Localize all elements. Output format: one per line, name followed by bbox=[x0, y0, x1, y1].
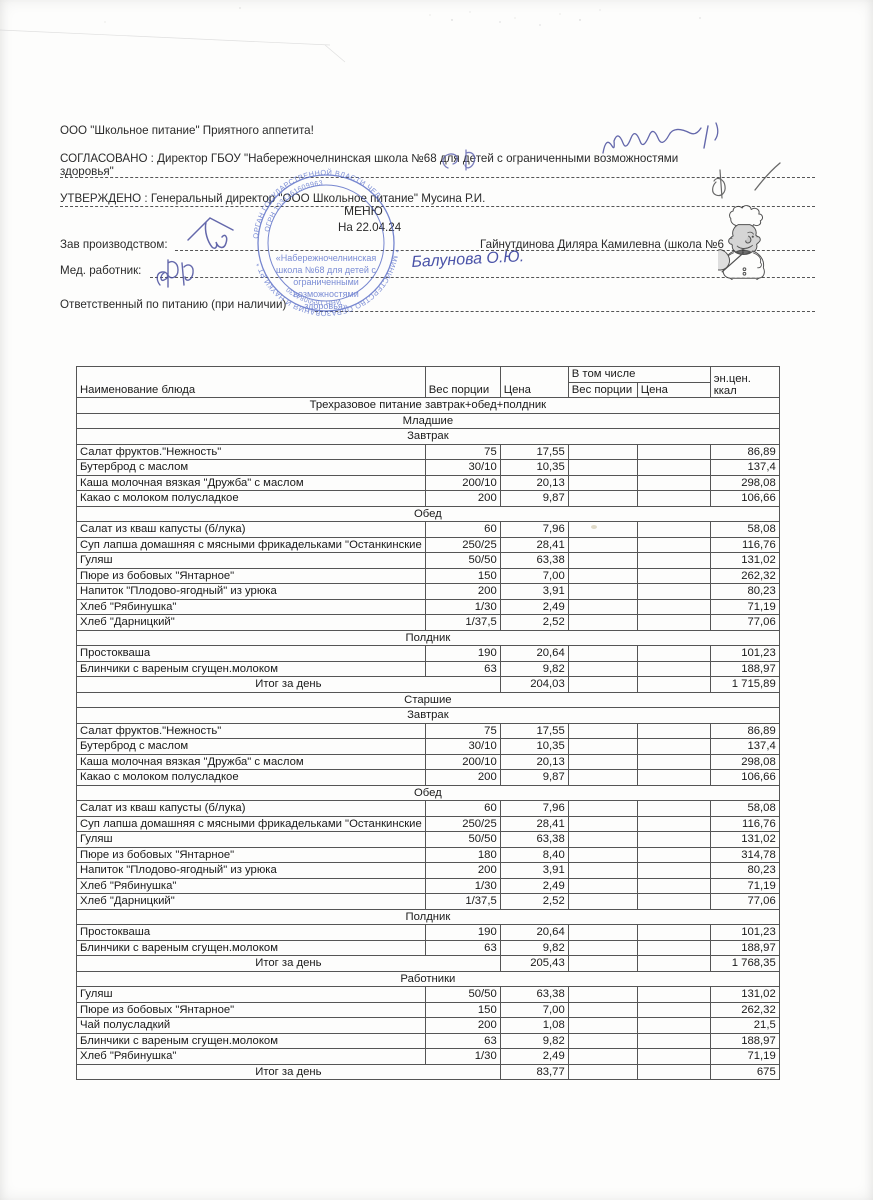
svg-text:«Набережночелнинская: «Набережночелнинская bbox=[276, 253, 377, 263]
svg-text:возможностями: возможностями bbox=[293, 289, 359, 299]
svg-text:ограниченными: ограниченными bbox=[293, 277, 359, 287]
svg-text:здоровья»: здоровья» bbox=[304, 301, 348, 311]
svg-text:школа №68 для детей с: школа №68 для детей с bbox=[276, 265, 376, 275]
